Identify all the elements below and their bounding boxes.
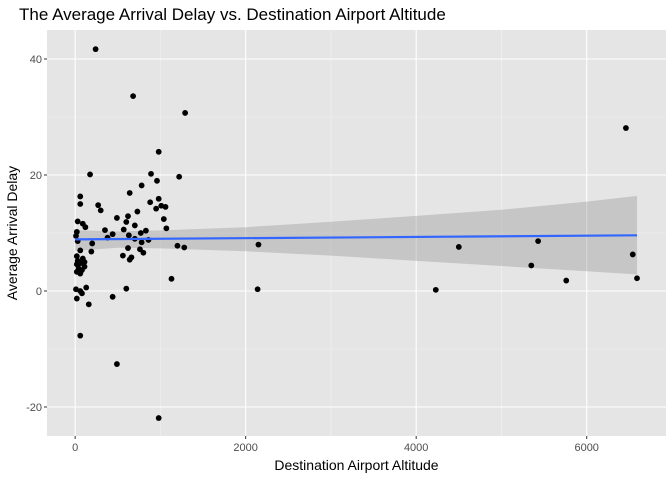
data-point xyxy=(634,275,640,282)
data-point xyxy=(563,277,570,284)
data-point xyxy=(77,201,84,207)
data-point xyxy=(73,233,79,239)
data-point xyxy=(154,177,160,184)
x-tick-label: 2000 xyxy=(233,442,257,454)
x-tick-label: 4000 xyxy=(404,442,428,454)
data-point xyxy=(123,285,130,292)
y-tick-label: 40 xyxy=(30,54,42,66)
data-point xyxy=(85,301,92,308)
data-point xyxy=(120,226,127,233)
data-point xyxy=(125,213,131,220)
data-point xyxy=(130,93,137,100)
data-point xyxy=(87,171,93,178)
data-point xyxy=(83,284,90,291)
data-point xyxy=(126,256,133,263)
data-point xyxy=(125,245,131,251)
data-point xyxy=(181,244,188,251)
data-point xyxy=(138,239,145,246)
data-point xyxy=(254,286,261,293)
data-point xyxy=(163,225,170,232)
y-tick-label: 0 xyxy=(36,286,42,298)
data-point xyxy=(155,195,162,202)
x-axis: 0 2000 4000 6000 xyxy=(72,436,599,454)
data-point xyxy=(97,207,104,214)
data-point xyxy=(174,242,181,249)
data-point xyxy=(134,208,141,215)
data-point xyxy=(162,204,169,210)
data-point xyxy=(455,244,462,250)
data-point xyxy=(143,227,149,234)
regression-line xyxy=(75,234,638,241)
data-point xyxy=(182,110,189,116)
data-point xyxy=(114,215,120,221)
confidence-band xyxy=(75,195,638,275)
x-tick-label: 0 xyxy=(72,442,78,454)
data-point xyxy=(176,173,183,180)
data-point xyxy=(155,415,162,421)
data-point xyxy=(119,252,126,259)
fit-line-layer xyxy=(75,234,638,241)
data-point xyxy=(77,332,84,339)
data-point xyxy=(623,125,629,131)
data-point xyxy=(73,295,80,302)
data-point xyxy=(77,270,84,277)
grid-minor xyxy=(47,30,666,436)
data-point xyxy=(168,275,175,282)
data-point xyxy=(125,232,132,239)
confidence-band-layer xyxy=(75,195,638,275)
data-point xyxy=(88,248,95,255)
y-axis: -20 0 20 40 xyxy=(26,54,47,414)
data-point xyxy=(92,46,99,53)
data-point xyxy=(629,251,636,258)
data-point xyxy=(77,247,84,254)
data-point xyxy=(155,148,162,155)
data-point xyxy=(147,199,154,206)
data-point xyxy=(140,249,147,256)
data-point xyxy=(82,224,89,231)
grid-major xyxy=(47,30,666,436)
y-tick-label: 20 xyxy=(30,170,42,182)
data-point xyxy=(148,170,154,177)
data-point xyxy=(153,205,160,212)
data-point xyxy=(432,286,439,293)
data-point xyxy=(102,227,108,234)
data-point xyxy=(255,241,262,248)
data-point xyxy=(138,182,145,189)
data-point xyxy=(95,202,102,209)
data-point xyxy=(126,190,133,196)
data-point xyxy=(109,231,116,238)
data-point xyxy=(89,240,96,247)
data-point xyxy=(114,361,120,367)
data-point xyxy=(73,253,80,260)
data-point xyxy=(74,218,81,225)
data-point xyxy=(123,219,130,225)
chart-title: The Average Arrival Delay vs. Destinatio… xyxy=(19,5,446,24)
data-point xyxy=(137,230,144,236)
x-axis-title: Destination Airport Altitude xyxy=(274,457,438,473)
data-point xyxy=(528,262,535,269)
data-point xyxy=(535,238,542,245)
y-tick-label: -20 xyxy=(26,402,42,414)
data-point xyxy=(131,222,138,229)
data-point xyxy=(160,216,167,222)
data-point xyxy=(77,193,84,200)
data-point xyxy=(79,290,85,297)
points-layer xyxy=(73,46,640,421)
data-point xyxy=(109,293,116,300)
y-axis-title: Average Arrival Delay xyxy=(4,166,20,300)
x-tick-label: 6000 xyxy=(574,442,598,454)
